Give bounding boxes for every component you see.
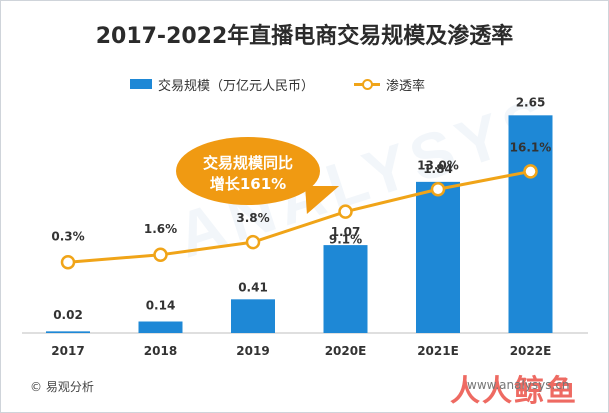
bar-2017 [46,331,90,333]
annotation-line-2: 增长161% [209,175,287,193]
bar-value-label-2021E: 1.84 [423,162,453,176]
line-value-label-2018: 1.6% [144,222,177,236]
bar-2021E [416,181,460,333]
bar-2019 [231,299,275,333]
bar-value-label-2019: 0.41 [238,280,268,294]
line-value-label-2022E: 16.1% [510,140,552,154]
line-point-2017 [60,255,76,270]
brand-logo: 人人鲸鱼 [450,374,578,409]
bar-value-label-2022E: 2.65 [516,95,546,109]
bar-2018 [138,321,183,333]
footer-site: www.analysys.cn [467,378,570,392]
x-tick-label-2017: 2017 [51,344,84,358]
x-tick-label-2019: 2019 [236,344,269,358]
x-tick-label-2021E: 2021E [417,344,459,358]
bar-2020E [323,245,368,333]
legend-line-label: 渗透率 [386,78,426,94]
chart-legend: 交易规模（万亿元人民币） 渗透率 [130,74,425,94]
annotation-line-1: 交易规模同比 [202,154,293,172]
line-value-label-2019: 3.8% [236,211,269,225]
footer-source: © 易观分析 [30,380,94,394]
annotation-bubble: 交易规模同比 增长161% [176,137,320,205]
line-value-label-2017: 0.3% [51,229,84,243]
line-point-2020E [338,204,353,219]
bar-value-label-2018: 0.14 [146,299,176,313]
line-value-label-2021E: 13.0% [417,158,459,172]
bar-value-label-2020E: 1.07 [331,225,361,239]
line-point-2022E [523,164,538,179]
line-value-label-2020E: 9.1% [329,233,362,247]
legend-bar-label: 交易规模（万亿元人民币） [158,78,315,94]
bar-2022E [508,115,553,333]
line-point-2018 [153,247,168,263]
x-tick-label-2022E: 2022E [510,344,552,358]
x-tick-label-2020E: 2020E [325,344,367,358]
x-tick-label-2018: 2018 [144,344,177,358]
line-point-2019 [245,234,261,250]
legend-line-swatch [354,79,381,90]
legend-bar-swatch [130,79,152,89]
penetration-line [67,169,531,264]
chart-title: 2017-2022年直播电商交易规模及渗透率 [95,24,514,49]
line-point-2021E [430,182,446,197]
bar-value-label-2017: 0.02 [53,308,83,322]
